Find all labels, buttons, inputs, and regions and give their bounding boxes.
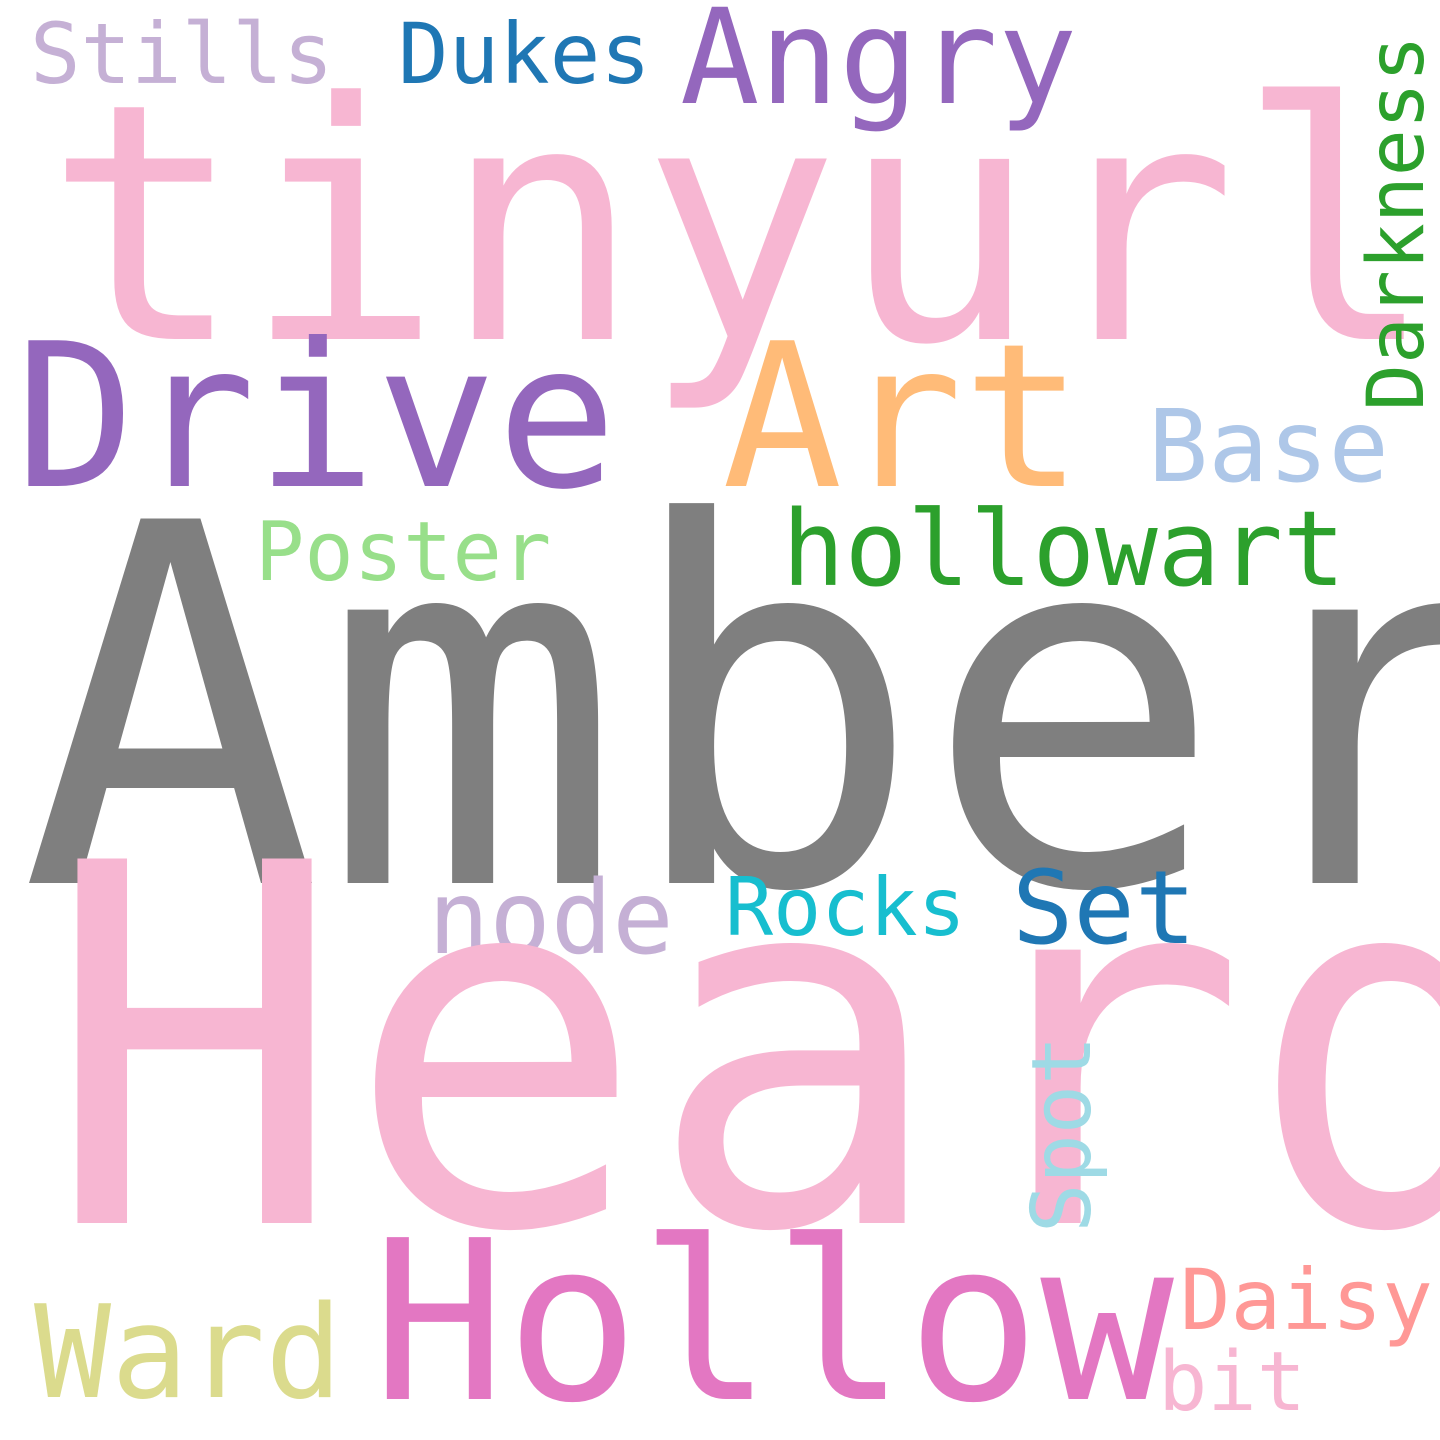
word-angry: Angry [680, 0, 1078, 135]
word-rocks: Rocks [725, 861, 966, 954]
word-base: Base [1148, 388, 1389, 505]
word-drive: Drive [15, 301, 618, 534]
word-stills: Stills [30, 5, 334, 103]
word-dukes: Dukes [398, 5, 651, 103]
word-hollowart: hollowart [782, 488, 1346, 610]
word-art: Art [722, 301, 1084, 534]
word-set: Set [1012, 849, 1197, 968]
word-bit: bit [1158, 1335, 1307, 1430]
word-amber: Amber [20, 419, 1440, 1001]
word-heard: Heard [44, 759, 1440, 1341]
word-poster: Poster [255, 505, 552, 600]
word-node: node [428, 859, 674, 978]
word-tinyurl: tinyurl [45, 33, 1436, 417]
word-hollow: Hollow [372, 1194, 1174, 1440]
word-ward: Ward [34, 1279, 343, 1428]
word-darkness: Darkness [1352, 35, 1440, 411]
word-daisy: Daisy [1180, 1251, 1433, 1349]
